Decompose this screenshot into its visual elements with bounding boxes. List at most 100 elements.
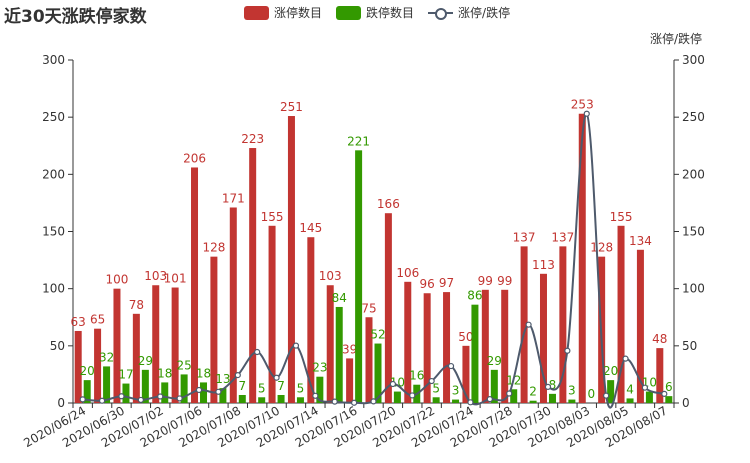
bar-label-limit-up: 155 [261, 210, 284, 224]
bar-label-limit-up: 48 [652, 332, 667, 346]
bar-limit-down [490, 369, 498, 403]
bar-label-limit-up: 97 [439, 276, 454, 290]
y-left-tick-label: 250 [42, 110, 65, 124]
y-right-tick-label: 0 [682, 396, 690, 410]
bar-limit-down [510, 389, 518, 403]
bar-limit-down [277, 394, 285, 403]
bar-label-limit-down: 18 [157, 366, 172, 380]
ratio-point [486, 396, 493, 403]
bar-label-limit-down: 29 [487, 354, 502, 368]
bar-limit-down [355, 150, 363, 403]
bar-label-limit-up: 251 [280, 100, 303, 114]
legend-line-icon [428, 6, 454, 20]
bar-limit-up [617, 225, 625, 403]
bar-limit-down [665, 396, 673, 403]
bar-label-limit-down: 8 [549, 378, 557, 392]
bar-label-limit-down: 18 [196, 366, 211, 380]
bar-limit-down [316, 376, 324, 403]
bar-limit-down [335, 306, 343, 403]
bar-limit-down [83, 380, 91, 403]
bar-label-limit-up: 253 [571, 98, 594, 112]
legend-item-limit-up[interactable]: 涨停数目 [244, 4, 322, 21]
bar-limit-down [529, 400, 537, 403]
ratio-point [176, 395, 183, 402]
bar-limit-up [307, 237, 315, 403]
bar-label-limit-up: 206 [183, 151, 206, 165]
bar-limit-down [645, 391, 653, 403]
bar-label-limit-down: 20 [80, 364, 95, 378]
bar-label-limit-up: 137 [513, 230, 536, 244]
bar-label-limit-up: 155 [610, 210, 633, 224]
y-right-tick-label: 200 [682, 167, 705, 181]
bar-label-limit-up: 100 [106, 273, 129, 287]
bar-label-limit-up: 134 [629, 234, 652, 248]
bar-label-limit-up: 50 [458, 330, 473, 344]
bar-label-limit-up: 78 [129, 298, 144, 312]
ratio-point [157, 393, 164, 400]
bar-limit-up [365, 317, 373, 403]
ratio-point [583, 110, 590, 117]
ratio-point [195, 386, 203, 394]
bar-label-limit-up: 106 [396, 266, 419, 280]
bar-label-limit-up: 99 [497, 274, 512, 288]
legend-item-limit-down[interactable]: 跌停数目 [336, 4, 414, 21]
legend-item-ratio[interactable]: 涨停/跌停 [428, 4, 510, 21]
ratio-point [603, 392, 610, 399]
bar-limit-down [219, 388, 227, 403]
bar-label-limit-up: 113 [532, 258, 555, 272]
bar-limit-up [578, 113, 586, 403]
y-left-tick-label: 100 [42, 282, 65, 296]
bar-limit-down [374, 343, 382, 403]
bar-label-limit-up: 99 [478, 274, 493, 288]
bar-label-limit-up: 223 [241, 132, 264, 146]
bar-limit-down [103, 366, 111, 403]
ratio-point [79, 396, 86, 403]
ratio-point [428, 377, 435, 385]
bar-limit-up [443, 292, 451, 403]
bar-limit-up [404, 281, 412, 403]
bar-label-limit-up: 145 [299, 221, 322, 235]
bar-label-limit-down: 16 [409, 369, 424, 383]
y-left-tick-label: 300 [42, 53, 65, 67]
bar-label-limit-down: 5 [297, 381, 305, 395]
legend-label-limit-down: 跌停数目 [366, 6, 415, 20]
bar-limit-up [346, 358, 354, 403]
bar-limit-down [141, 369, 149, 403]
y-left-tick-label: 0 [57, 396, 65, 410]
bar-limit-up [74, 330, 82, 403]
bar-limit-up [287, 116, 295, 404]
y-right-tick-label: 100 [682, 282, 705, 296]
bar-label-limit-down: 20 [603, 364, 618, 378]
bar-limit-up [539, 273, 547, 403]
bar-label-limit-down: 29 [138, 354, 153, 368]
bar-limit-up [191, 167, 199, 403]
bar-label-limit-down: 3 [568, 384, 576, 398]
bar-label-limit-up: 65 [90, 313, 105, 327]
right-axis-name: 涨停/跌停 [649, 32, 702, 46]
ratio-point [447, 362, 455, 370]
bar-label-limit-down: 3 [452, 384, 460, 398]
bar-limit-up [656, 348, 664, 403]
bar-label-limit-up: 128 [590, 241, 613, 255]
bar-limit-down [180, 374, 188, 403]
bar-limit-down [548, 393, 556, 403]
bar-label-limit-up: 137 [551, 230, 574, 244]
y-right-tick-label: 150 [682, 225, 705, 239]
bar-label-limit-down: 5 [258, 381, 266, 395]
bar-limit-down [432, 397, 440, 403]
bar-limit-down [238, 394, 246, 403]
bar-limit-up [481, 289, 489, 403]
bar-label-limit-up: 63 [71, 315, 86, 329]
bar-label-limit-down: 52 [370, 328, 385, 342]
bar-limit-down [122, 383, 130, 403]
bar-label-limit-up: 171 [222, 191, 245, 205]
legend[interactable]: 涨停数目 跌停数目 涨停/跌停 [244, 4, 524, 21]
ratio-point [351, 399, 358, 406]
bar-label-limit-down: 13 [215, 372, 230, 386]
chart-title: 近30天涨跌停家数 [4, 7, 147, 27]
bar-label-limit-up: 166 [377, 197, 400, 211]
bar-label-limit-down: 6 [665, 380, 673, 394]
ratio-point [525, 321, 532, 328]
ratio-point [292, 342, 300, 349]
